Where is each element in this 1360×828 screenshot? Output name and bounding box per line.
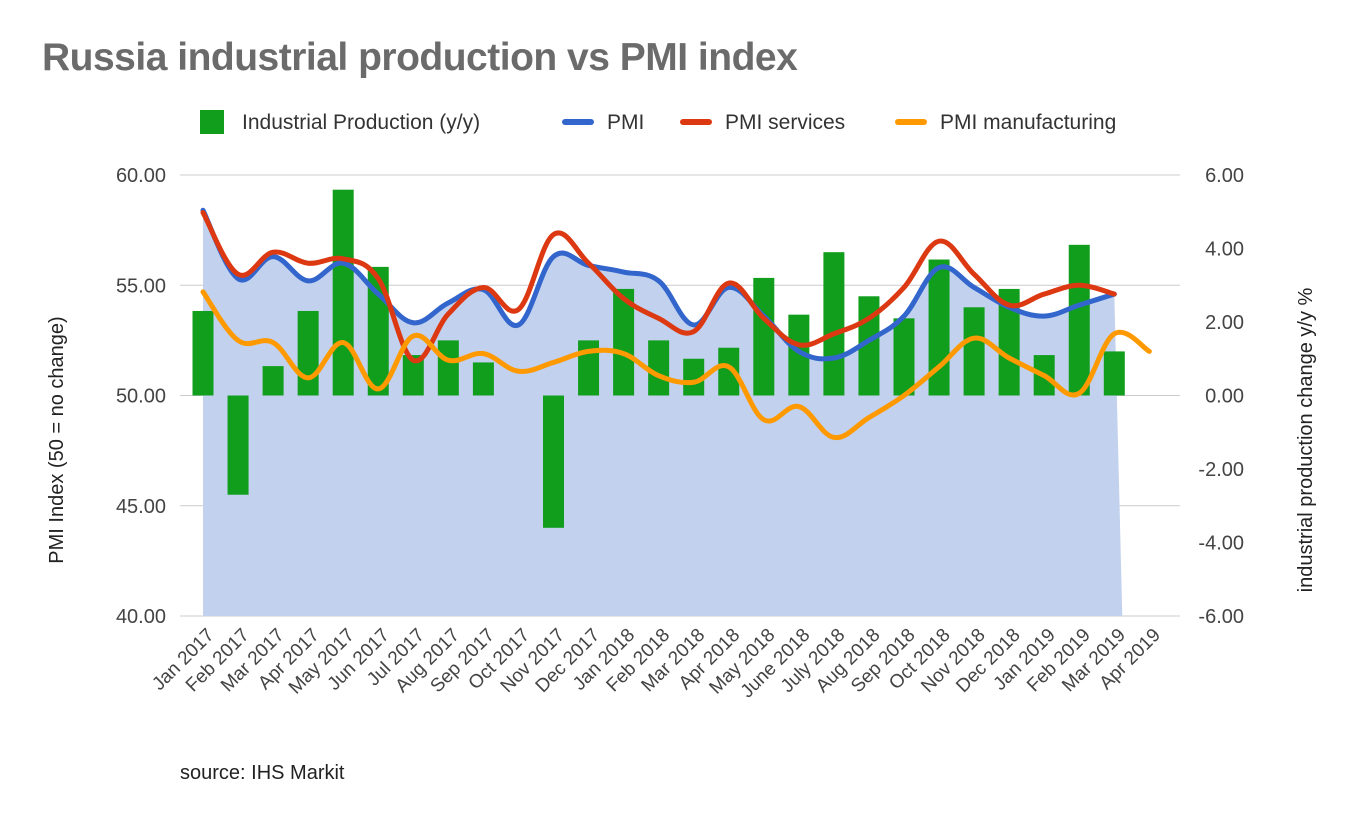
bar-mar-2019 — [1103, 351, 1125, 396]
legend-label: PMI manufacturing — [940, 111, 1116, 134]
bar-sep-2017 — [472, 362, 494, 396]
chart-title: Russia industrial production vs PMI inde… — [42, 36, 798, 79]
pmi-lines — [200, 207, 1152, 440]
bar-jan-2018 — [613, 288, 635, 396]
bar-sep-2018 — [893, 318, 915, 396]
series-line-pmi — [200, 207, 1117, 362]
y-right-tick-label: 4.00 — [1205, 239, 1244, 261]
y-left-tick-label: 45.00 — [116, 496, 166, 518]
bar-feb-2019 — [1068, 244, 1090, 396]
bar-aug-2017 — [437, 340, 459, 396]
legend-item-pmi-services: PMI services — [680, 111, 845, 134]
y-right-tick-label: 0.00 — [1205, 386, 1244, 408]
legend: Industrial Production (y/y) PMI PMI servic… — [200, 110, 1116, 134]
bar-nov-2017 — [543, 395, 564, 528]
y-left-axis-title: PMI Index (50 = no change) — [46, 316, 68, 563]
bar-mar-2018 — [683, 358, 705, 396]
y-right-tick-label: -6.00 — [1198, 606, 1244, 628]
legend-label: PMI services — [725, 111, 845, 134]
y-right-tick-label: 2.00 — [1205, 312, 1244, 334]
bar-dec-2018 — [998, 288, 1020, 396]
y-left-tick-label: 55.00 — [116, 275, 166, 297]
y-right-tick-label: -2.00 — [1198, 459, 1244, 481]
series-line-pmi-manufacturing — [200, 289, 1152, 440]
legend-label: PMI — [607, 111, 644, 134]
pmi-area — [203, 210, 1123, 616]
legend-item-pmi: PMI — [562, 111, 644, 134]
bar-july-2018 — [823, 252, 845, 396]
bar-feb-2018 — [648, 340, 670, 396]
bar-jul-2017 — [402, 355, 424, 396]
bar-apr-2017 — [297, 310, 319, 396]
legend-label: Industrial Production (y/y) — [242, 111, 480, 134]
bar-apr-2018 — [718, 347, 740, 396]
bar-nov-2018 — [963, 307, 985, 396]
series-line-pmi-services — [200, 209, 1117, 364]
bar-jan-2017 — [192, 310, 214, 396]
legend-item-pmi-manufacturing: PMI manufacturing — [895, 111, 1116, 134]
source-note: source: IHS Markit — [180, 762, 345, 784]
y-right-tick-label: 6.00 — [1205, 165, 1244, 187]
y-left-tick-label: 50.00 — [116, 386, 166, 408]
industrial-production-bars — [192, 189, 1125, 528]
bar-feb-2017 — [227, 395, 249, 495]
y-left-tick-label: 40.00 — [116, 606, 166, 628]
bar-may-2017 — [332, 189, 354, 396]
y-right-tick-label: -4.00 — [1198, 533, 1244, 555]
legend-swatch — [200, 110, 224, 134]
y-left-tick-label: 60.00 — [116, 165, 166, 187]
legend-item-industrial-production-y-y: Industrial Production (y/y) — [200, 110, 480, 134]
bar-may-2018 — [753, 277, 775, 396]
bar-mar-2017 — [262, 366, 284, 396]
bar-june-2018 — [788, 314, 810, 396]
pmi-area-fill — [203, 210, 1123, 616]
y-right-axis-title: industrial production change y/y % — [1295, 287, 1317, 592]
